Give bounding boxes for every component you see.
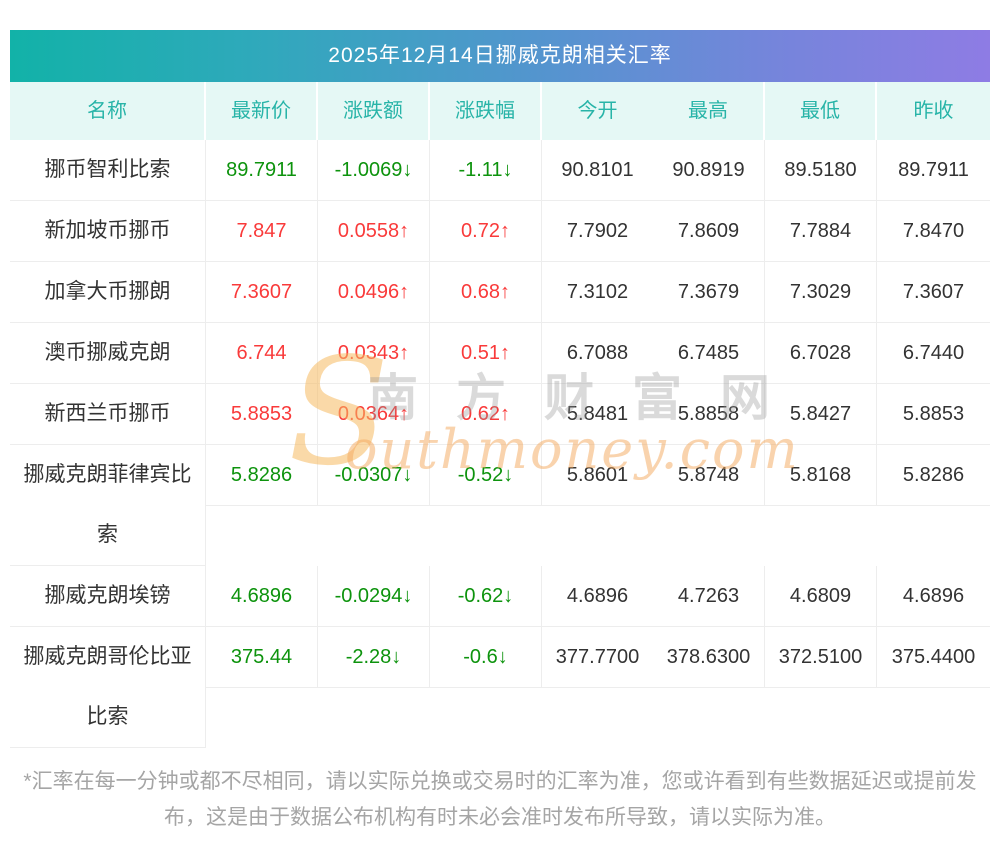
cell-currency-pair-name: 挪威克朗菲律宾比索 xyxy=(10,445,206,566)
column-header-latest-price: 最新价 xyxy=(206,82,318,140)
cell-low: 5.8427 xyxy=(765,384,877,445)
cell-high: 7.3679 xyxy=(653,262,765,323)
table-row: 挪威克朗菲律宾比索 5.8286 -0.0307↓ -0.52↓ 5.8601 5.874… xyxy=(10,445,990,566)
cell-currency-pair-name: 挪威克朗埃镑 xyxy=(10,566,206,627)
column-header-high: 最高 xyxy=(653,82,765,140)
cell-open: 7.7902 xyxy=(542,201,653,262)
cell-change-amount: -1.0069↓ xyxy=(318,140,430,201)
cell-currency-pair-name: 新加坡币挪币 xyxy=(10,201,206,262)
cell-change-pct: 0.72↑ xyxy=(430,201,542,262)
cell-change-pct: 0.68↑ xyxy=(430,262,542,323)
column-header-change-pct: 涨跌幅 xyxy=(430,82,542,140)
cell-open: 90.8101 xyxy=(542,140,653,201)
column-header-name: 名称 xyxy=(10,82,206,140)
cell-high: 5.8748 xyxy=(653,445,765,506)
cell-prev-close: 7.8470 xyxy=(877,201,990,262)
column-header-change-amount: 涨跌额 xyxy=(318,82,430,140)
cell-change-amount: 0.0496↑ xyxy=(318,262,430,323)
cell-open: 4.6896 xyxy=(542,566,653,627)
table-row: 新加坡币挪币 7.847 0.0558↑ 0.72↑ 7.7902 7.8609 7.788… xyxy=(10,201,990,262)
cell-latest-price: 7.3607 xyxy=(206,262,318,323)
cell-open: 5.8601 xyxy=(542,445,653,506)
cell-change-amount: -2.28↓ xyxy=(318,627,430,688)
table-row: 挪威克朗哥伦比亚比索 375.44 -2.28↓ -0.6↓ 377.7700 378.6… xyxy=(10,627,990,748)
cell-currency-pair-name: 新西兰币挪币 xyxy=(10,384,206,445)
column-header-open: 今开 xyxy=(542,82,653,140)
cell-high: 378.6300 xyxy=(653,627,765,688)
cell-latest-price: 6.744 xyxy=(206,323,318,384)
cell-change-amount: 0.0558↑ xyxy=(318,201,430,262)
cell-low: 372.5100 xyxy=(765,627,877,688)
cell-prev-close: 5.8853 xyxy=(877,384,990,445)
cell-open: 7.3102 xyxy=(542,262,653,323)
cell-change-pct: -0.52↓ xyxy=(430,445,542,506)
table-header-row: 名称 最新价 涨跌额 涨跌幅 今开 最高 最低 昨收 xyxy=(10,82,990,140)
cell-currency-pair-name: 挪币智利比索 xyxy=(10,140,206,201)
cell-latest-price: 89.7911 xyxy=(206,140,318,201)
rates-table: 名称 最新价 涨跌额 涨跌幅 今开 最高 最低 昨收 挪币智利比索 89.7911… xyxy=(10,82,990,748)
cell-high: 4.7263 xyxy=(653,566,765,627)
cell-latest-price: 5.8286 xyxy=(206,445,318,506)
cell-change-pct: -1.11↓ xyxy=(430,140,542,201)
cell-high: 6.7485 xyxy=(653,323,765,384)
cell-high: 90.8919 xyxy=(653,140,765,201)
cell-prev-close: 89.7911 xyxy=(877,140,990,201)
cell-low: 7.7884 xyxy=(765,201,877,262)
cell-high: 7.8609 xyxy=(653,201,765,262)
page-title: 2025年12月14日挪威克朗相关汇率 xyxy=(10,30,990,82)
cell-change-pct: 0.51↑ xyxy=(430,323,542,384)
table-row: 挪威克朗埃镑 4.6896 -0.0294↓ -0.62↓ 4.6896 4.7263 4.… xyxy=(10,566,990,627)
cell-change-amount: 0.0364↑ xyxy=(318,384,430,445)
table-body: 挪币智利比索 89.7911 -1.0069↓ -1.11↓ 90.8101 90.891… xyxy=(10,140,990,748)
cell-low: 89.5180 xyxy=(765,140,877,201)
table-row: 新西兰币挪币 5.8853 0.0364↑ 0.62↑ 5.8481 5.8858 5.84… xyxy=(10,384,990,445)
cell-low: 4.6809 xyxy=(765,566,877,627)
cell-currency-pair-name: 澳币挪威克朗 xyxy=(10,323,206,384)
cell-open: 377.7700 xyxy=(542,627,653,688)
column-header-prev-close: 昨收 xyxy=(877,82,990,140)
cell-latest-price: 375.44 xyxy=(206,627,318,688)
cell-prev-close: 4.6896 xyxy=(877,566,990,627)
table-row: 澳币挪威克朗 6.744 0.0343↑ 0.51↑ 6.7088 6.7485 6.702… xyxy=(10,323,990,384)
cell-prev-close: 6.7440 xyxy=(877,323,990,384)
cell-change-amount: 0.0343↑ xyxy=(318,323,430,384)
cell-latest-price: 7.847 xyxy=(206,201,318,262)
cell-change-pct: -0.62↓ xyxy=(430,566,542,627)
cell-open: 5.8481 xyxy=(542,384,653,445)
cell-change-amount: -0.0307↓ xyxy=(318,445,430,506)
cell-low: 7.3029 xyxy=(765,262,877,323)
cell-change-amount: -0.0294↓ xyxy=(318,566,430,627)
cell-open: 6.7088 xyxy=(542,323,653,384)
cell-low: 5.8168 xyxy=(765,445,877,506)
cell-high: 5.8858 xyxy=(653,384,765,445)
table-row: 加拿大币挪朗 7.3607 0.0496↑ 0.68↑ 7.3102 7.3679 7.30… xyxy=(10,262,990,323)
cell-currency-pair-name: 挪威克朗哥伦比亚比索 xyxy=(10,627,206,748)
cell-change-pct: 0.62↑ xyxy=(430,384,542,445)
cell-latest-price: 5.8853 xyxy=(206,384,318,445)
cell-change-pct: -0.6↓ xyxy=(430,627,542,688)
disclaimer-footnote: *汇率在每一分钟或都不尽相同，请以实际兑换或交易时的汇率为准，您或许看到有些数据… xyxy=(23,770,977,829)
cell-prev-close: 7.3607 xyxy=(877,262,990,323)
cell-currency-pair-name: 加拿大币挪朗 xyxy=(10,262,206,323)
table-row: 挪币智利比索 89.7911 -1.0069↓ -1.11↓ 90.8101 90.891… xyxy=(10,140,990,201)
cell-prev-close: 5.8286 xyxy=(877,445,990,506)
cell-latest-price: 4.6896 xyxy=(206,566,318,627)
column-header-low: 最低 xyxy=(765,82,877,140)
cell-low: 6.7028 xyxy=(765,323,877,384)
cell-prev-close: 375.4400 xyxy=(877,627,990,688)
